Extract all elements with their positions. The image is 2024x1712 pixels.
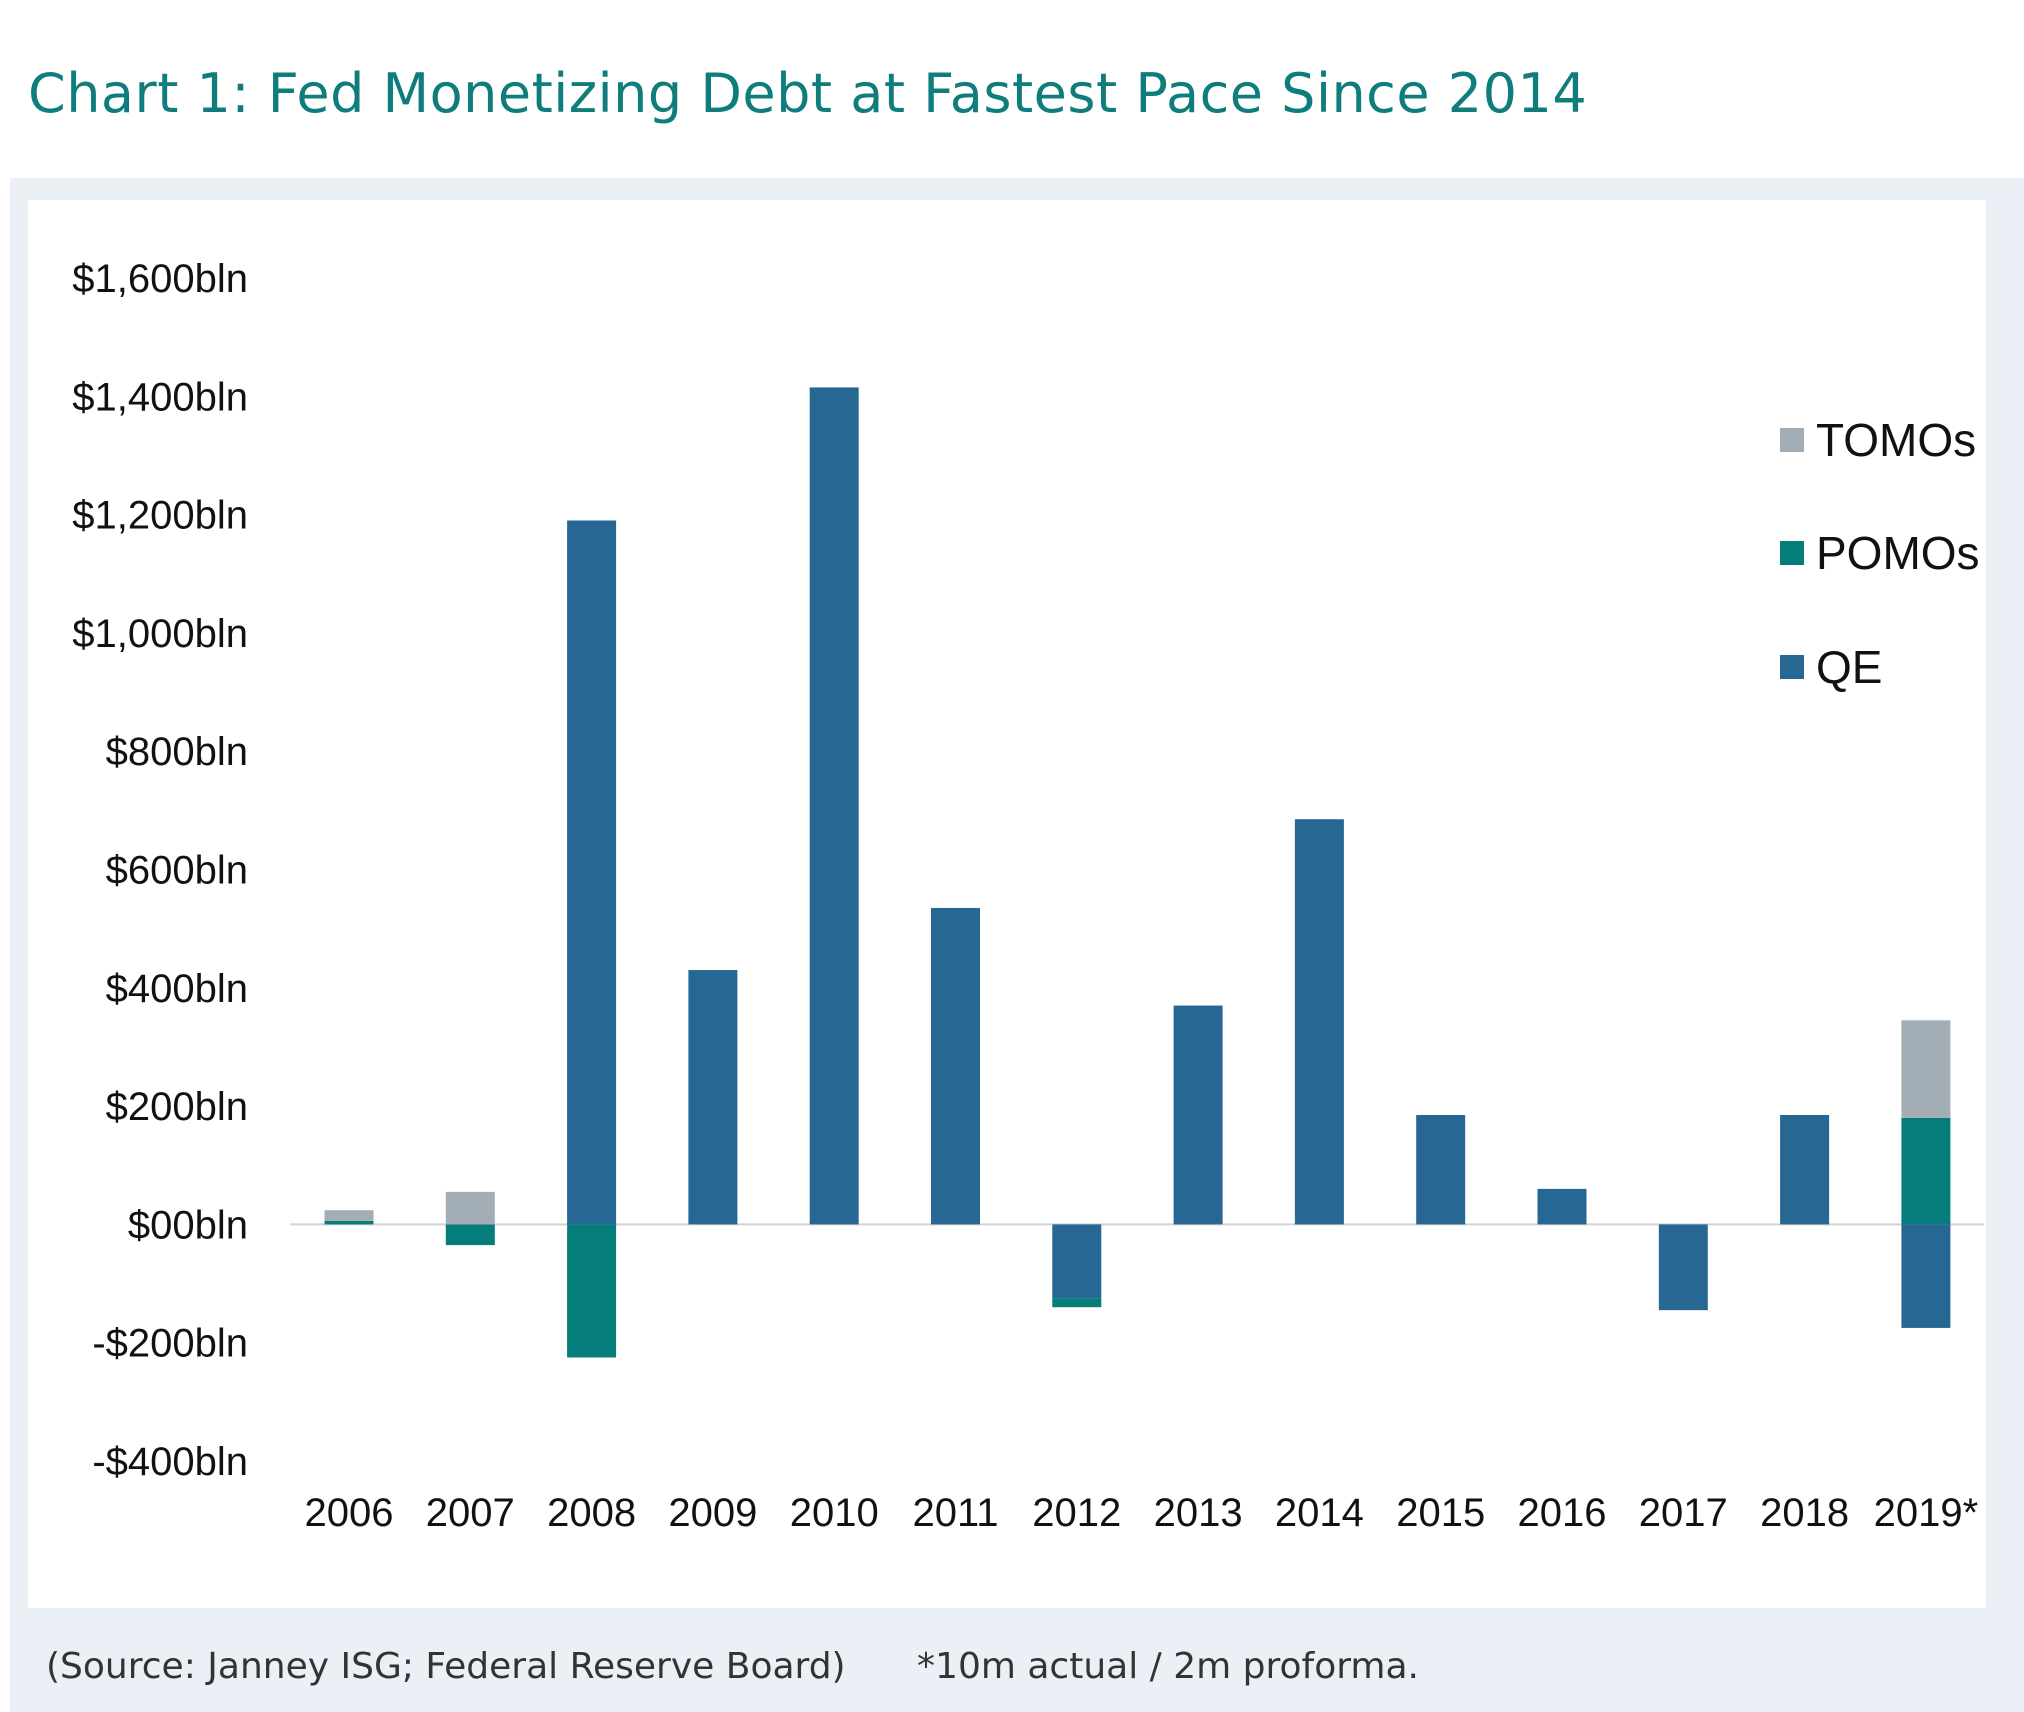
bars-layer <box>324 387 1951 1358</box>
bar-qe-2016 <box>1537 1188 1587 1225</box>
x-tick-label: 2012 <box>1032 1491 1121 1535</box>
x-axis: 2006 2007 2008 2009 2010 2011 2012 2013 2014 2015… <box>305 1491 1979 1535</box>
x-tick-label: 2013 <box>1154 1491 1243 1535</box>
bar-qe-2008 <box>567 520 617 1225</box>
bar-pomos-2019 <box>1901 1117 1951 1225</box>
legend-swatch-qe <box>1780 655 1804 679</box>
x-tick-label: 2016 <box>1518 1491 1607 1535</box>
bar-qe-2014 <box>1294 819 1344 1225</box>
bar-qe-2012 <box>1052 1224 1102 1299</box>
source-note: (Source: Janney ISG; Federal Reserve Boa… <box>46 1646 846 1687</box>
legend-swatch-pomos <box>1780 541 1804 565</box>
legend-swatch-tomos <box>1780 428 1804 452</box>
bar-tomos-2007 <box>445 1191 495 1225</box>
chart-footer: (Source: Janney ISG; Federal Reserve Boa… <box>46 1646 1419 1687</box>
y-tick-label: -$200bln <box>92 1322 248 1366</box>
legend-label-pomos: POMOs <box>1816 527 1980 579</box>
bar-qe-2011 <box>931 907 980 1225</box>
x-tick-label: 2009 <box>668 1491 757 1535</box>
y-axis: $1,600bln $1,400bln $1,200bln $1,000bln $800… <box>72 257 248 1484</box>
proforma-note: *10m actual / 2m proforma. <box>917 1646 1419 1687</box>
x-tick-label: 2018 <box>1760 1491 1849 1535</box>
chart-panel <box>28 200 1986 1608</box>
x-tick-label: 2010 <box>790 1491 879 1535</box>
x-tick-label: 2011 <box>912 1491 998 1535</box>
x-tick-label: 2017 <box>1639 1491 1728 1535</box>
x-tick-label: 2014 <box>1275 1491 1364 1535</box>
bar-pomos-2006 <box>324 1220 374 1225</box>
y-tick-label: $600bln <box>106 849 248 893</box>
bar-qe-2013 <box>1173 1005 1223 1225</box>
bar-qe-2019 <box>1901 1224 1951 1328</box>
legend: TOMOs POMOs QE <box>1780 414 1980 693</box>
bar-qe-2018 <box>1780 1114 1830 1225</box>
y-tick-label: $1,600bln <box>72 257 248 301</box>
bar-tomos-2019 <box>1901 1020 1951 1118</box>
y-tick-label: $200bln <box>106 1085 248 1129</box>
y-tick-label: $1,000bln <box>72 612 248 656</box>
bar-qe-2015 <box>1416 1114 1466 1225</box>
x-tick-label: 2007 <box>426 1491 515 1535</box>
bar-qe-2010 <box>809 387 859 1225</box>
x-tick-label: 2015 <box>1396 1491 1485 1535</box>
chart-title: Chart 1: Fed Monetizing Debt at Fastest … <box>28 62 1588 125</box>
x-tick-label: 2008 <box>547 1491 636 1535</box>
y-tick-label: $1,200bln <box>72 494 248 538</box>
bar-tomos-2006 <box>324 1210 374 1221</box>
bar-qe-2017 <box>1658 1224 1708 1311</box>
y-tick-label: $400bln <box>106 967 248 1011</box>
bar-pomos-2007 <box>445 1224 495 1246</box>
y-tick-label: -$400bln <box>92 1440 248 1484</box>
y-tick-label: $00bln <box>128 1203 248 1247</box>
x-tick-label: 2019* <box>1874 1491 1979 1535</box>
bar-pomos-2008 <box>567 1224 617 1358</box>
y-tick-label: $1,400bln <box>72 375 248 419</box>
x-tick-label: 2006 <box>305 1491 394 1535</box>
y-tick-label: $800bln <box>106 730 248 774</box>
bar-qe-2009 <box>688 970 738 1225</box>
legend-label-tomos: TOMOs <box>1816 414 1976 466</box>
legend-label-qe: QE <box>1816 641 1882 693</box>
bar-pomos-2012 <box>1052 1298 1102 1308</box>
